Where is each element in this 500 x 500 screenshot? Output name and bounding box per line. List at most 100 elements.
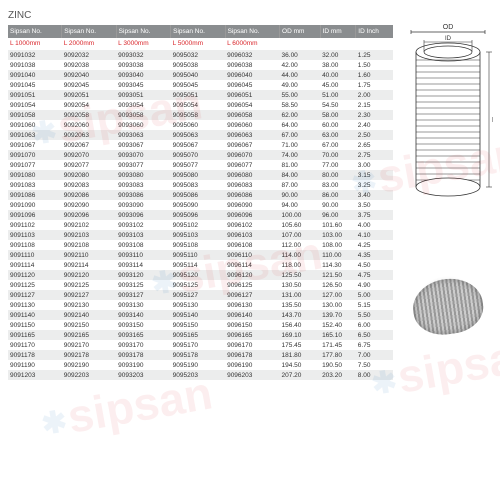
cell: 9093130 xyxy=(116,300,170,310)
cell: 9095045 xyxy=(171,80,225,90)
cell: 9095063 xyxy=(171,130,225,140)
sub-header: L 6000mm xyxy=(225,38,279,50)
table-row: 9091086909208690930869095086909608690.00… xyxy=(8,190,393,200)
cell: 156.40 xyxy=(280,320,321,330)
cell: 190.50 xyxy=(320,360,356,370)
cell: 86.00 xyxy=(320,190,356,200)
cell: 4.50 xyxy=(356,260,393,270)
cell: 9096102 xyxy=(225,220,279,230)
cell: 2.15 xyxy=(356,100,393,110)
table-row: 9091054909205490930549095054909605458.50… xyxy=(8,100,393,110)
cell: 9092038 xyxy=(62,60,116,70)
cell: 9092080 xyxy=(62,170,116,180)
cell: 1.25 xyxy=(356,50,393,60)
cell: 100.00 xyxy=(280,210,321,220)
cell: 9091108 xyxy=(8,240,62,250)
cell: 54.50 xyxy=(320,100,356,110)
cell: 9092150 xyxy=(62,320,116,330)
table-row: 9091032909203290930329095032909603236.00… xyxy=(8,50,393,60)
table-row: 9091051909205190930519095051909605155.00… xyxy=(8,90,393,100)
cell: 9092130 xyxy=(62,300,116,310)
cell: 9093083 xyxy=(116,180,170,190)
cell: 9093090 xyxy=(116,200,170,210)
cell: 9092125 xyxy=(62,280,116,290)
cell: 9092120 xyxy=(62,270,116,280)
cell: 5.15 xyxy=(356,300,393,310)
cell: 9092203 xyxy=(62,370,116,380)
cell: 9096080 xyxy=(225,170,279,180)
cell: 3.15 xyxy=(356,170,393,180)
table-row: 90911409092140909314090951409096140143.7… xyxy=(8,310,393,320)
cell: 177.80 xyxy=(320,350,356,360)
cell: 9092051 xyxy=(62,90,116,100)
cell: 9093114 xyxy=(116,260,170,270)
cell: 9092140 xyxy=(62,310,116,320)
cell: 9096165 xyxy=(225,330,279,340)
cell: 9096067 xyxy=(225,140,279,150)
cell: 105.60 xyxy=(280,220,321,230)
cell: 9095130 xyxy=(171,300,225,310)
cell: 131.00 xyxy=(280,290,321,300)
sub-header xyxy=(356,38,393,50)
cell: 9093060 xyxy=(116,120,170,130)
cell: 9095086 xyxy=(171,190,225,200)
table-row: 9091063909206390930639095063909606367.00… xyxy=(8,130,393,140)
cell: 125.50 xyxy=(280,270,321,280)
cell: 9091086 xyxy=(8,190,62,200)
cell: 9091058 xyxy=(8,110,62,120)
cell: 9091114 xyxy=(8,260,62,270)
cell: 171.45 xyxy=(320,340,356,350)
cell: 9091110 xyxy=(8,250,62,260)
cell: 55.00 xyxy=(280,90,321,100)
cell: 9096150 xyxy=(225,320,279,330)
cell: 9095032 xyxy=(171,50,225,60)
cell: 8.00 xyxy=(356,370,393,380)
cell: 9096130 xyxy=(225,300,279,310)
col-header: Sipsan No. xyxy=(62,25,116,38)
cell: 9092060 xyxy=(62,120,116,130)
cell: 9095125 xyxy=(171,280,225,290)
cell: 9095090 xyxy=(171,200,225,210)
cell: 3.75 xyxy=(356,210,393,220)
cell: 9096114 xyxy=(225,260,279,270)
cell: 9091127 xyxy=(8,290,62,300)
table-row: 9091070909207090930709095070909607074.00… xyxy=(8,150,393,160)
cell: 9092108 xyxy=(62,240,116,250)
cell: 143.70 xyxy=(280,310,321,320)
cell: 58.50 xyxy=(280,100,321,110)
cell: 9096045 xyxy=(225,80,279,90)
cell: 9091178 xyxy=(8,350,62,360)
cell: 9095067 xyxy=(171,140,225,150)
cell: 60.00 xyxy=(320,120,356,130)
cell: 63.00 xyxy=(320,130,356,140)
table-row: 9091060909206090930609095060909606064.00… xyxy=(8,120,393,130)
cell: 9092032 xyxy=(62,50,116,60)
cell: 9093178 xyxy=(116,350,170,360)
cell: 64.00 xyxy=(280,120,321,130)
cell: 9091051 xyxy=(8,90,62,100)
cell: 49.00 xyxy=(280,80,321,90)
cell: 9091054 xyxy=(8,100,62,110)
cell: 118.00 xyxy=(280,260,321,270)
cell: 9095096 xyxy=(171,210,225,220)
cell: 9092165 xyxy=(62,330,116,340)
table-row: 90911309092130909313090951309096130135.5… xyxy=(8,300,393,310)
table-row: 9091067909206790930679095067909606771.00… xyxy=(8,140,393,150)
cell: 9092083 xyxy=(62,180,116,190)
cell: 9096125 xyxy=(225,280,279,290)
cell: 74.00 xyxy=(280,150,321,160)
cell: 9096086 xyxy=(225,190,279,200)
col-header: Sipsan No. xyxy=(171,25,225,38)
table-row: 90911109092110909311090951109096110114.0… xyxy=(8,250,393,260)
cell: 9092045 xyxy=(62,80,116,90)
cell: 5.50 xyxy=(356,310,393,320)
cell: 45.00 xyxy=(320,80,356,90)
cell: 40.00 xyxy=(320,70,356,80)
cell: 107.00 xyxy=(280,230,321,240)
cell: 101.60 xyxy=(320,220,356,230)
cell: 9093058 xyxy=(116,110,170,120)
cell: 4.75 xyxy=(356,270,393,280)
sub-header: L 2000mm xyxy=(62,38,116,50)
cell: 2.50 xyxy=(356,130,393,140)
cell: 9096120 xyxy=(225,270,279,280)
